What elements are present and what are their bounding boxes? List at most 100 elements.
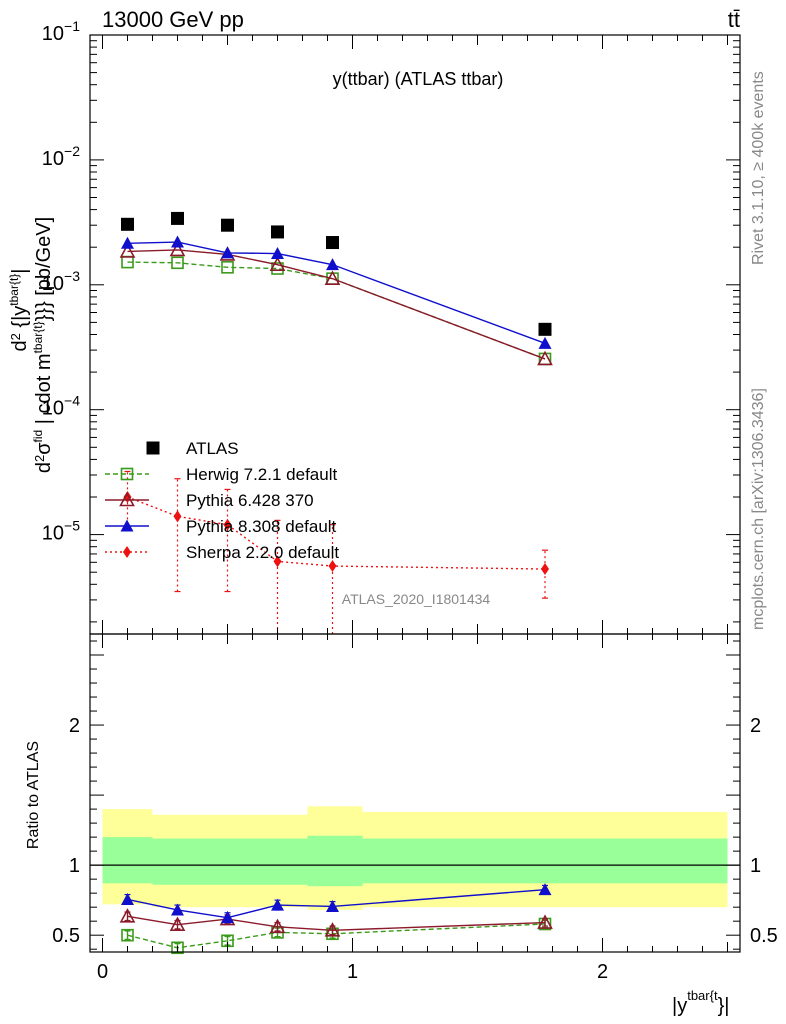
data-point: [121, 928, 134, 942]
ratio-series-pythia-6-428-370: [119, 908, 553, 937]
data-point: [121, 217, 134, 231]
rivet-version-label: Rivet 3.1.10, ≥ 400k events: [750, 71, 767, 265]
svg-text:|ytbar{t}|: |ytbar{t}|: [672, 988, 729, 1017]
legend-item-atlas: ATLAS: [146, 439, 239, 458]
series-sherpa-2-2-0-default: [123, 470, 549, 634]
data-point: [537, 350, 553, 366]
series-line-sherpa-2-2-0-default: [127, 496, 546, 570]
data-point: [538, 336, 552, 349]
y-tick-label: 10−1: [42, 18, 80, 45]
y-tick-label: 10−5: [42, 518, 80, 545]
data-point: [171, 256, 184, 270]
uncertainty-band-inner: [152, 838, 253, 885]
x-axis-title: |ytbar{t}|: [672, 988, 729, 1017]
uncertainty-band-inner: [307, 835, 363, 887]
series-pythia-8-308-default: [121, 235, 552, 349]
legend: ATLAS Herwig 7.2.1 default Pythia 6.428 37…: [105, 439, 339, 562]
y-tick-label: 2: [69, 715, 80, 737]
legend-label: Pythia 8.308 default: [186, 517, 337, 536]
ratio-line-pythia-6-428-370: [127, 915, 546, 931]
y-axis-title-denominator: d2 {|ytbar{t}|: [7, 268, 31, 351]
legend-marker: [120, 519, 134, 532]
y-tick-label-right: 2: [750, 715, 761, 737]
uncertainty-band-inner: [252, 838, 308, 885]
ratio-panel: 0.5 0.5 1 1 2 2 0 1 2 Ratio to ATLAS |ytbar{t}|: [25, 633, 778, 1017]
legend-marker: [123, 546, 131, 558]
legend-item-sherpa-2-2-0-default: Sherpa 2.2.0 default: [105, 543, 339, 562]
ratio-series-pythia-8-308-default: [121, 883, 552, 924]
ratio-line-pythia-8-308-default: [127, 888, 546, 919]
ratio-panel-frame: [89, 633, 741, 953]
x-tick-label: 1: [347, 961, 358, 983]
data-point: [541, 563, 549, 576]
legend-label: Sherpa 2.2.0 default: [186, 543, 339, 562]
y-axis-title: d2σfid | cdot mtbar{t}}}} [pb/GeV]: [31, 217, 55, 473]
x-tick-label: 2: [597, 961, 608, 983]
data-point: [221, 911, 234, 924]
data-point: [537, 914, 553, 929]
legend-marker: [119, 491, 135, 507]
data-point: [171, 941, 184, 955]
data-point: [538, 322, 552, 336]
data-point: [326, 258, 339, 271]
y-tick-label: 10−2: [42, 143, 80, 170]
data-point: [271, 225, 284, 239]
ratio-axis-title: Ratio to ATLAS: [25, 741, 42, 849]
data-point: [171, 211, 184, 225]
y-tick-label: 10−3: [42, 268, 80, 295]
data-point: [324, 270, 341, 285]
main-panel: 10−1 10−2 10−3 10−4 10−5 y(ttbar) (ATLAS ttb…: [7, 18, 741, 635]
process-label: tt̄: [728, 7, 740, 32]
x-tick-label: 0: [97, 961, 108, 983]
series-pythia-6-428-370: [119, 241, 553, 366]
legend-label: Pythia 6.428 370: [186, 491, 314, 510]
data-point: [171, 235, 184, 248]
data-point: [328, 560, 337, 573]
series-herwig-7-2-1-default: [121, 255, 552, 366]
data-point: [223, 518, 232, 531]
series-line-pythia-8-308-default: [127, 241, 546, 344]
data-point: [121, 892, 134, 905]
ratio-line-herwig-7-2-1-default: [127, 923, 546, 949]
y-tick-label: 10−4: [42, 393, 80, 420]
legend-item-herwig-7-2-1-default: Herwig 7.2.1 default: [105, 465, 337, 484]
uncertainty-band-inner: [362, 838, 728, 884]
data-point: [273, 555, 282, 568]
legend-label: Herwig 7.2.1 default: [186, 465, 337, 484]
svg-text:d2 {|ytbar{t}|: d2 {|ytbar{t}|: [7, 268, 31, 351]
energy-label: 13000 GeV pp: [102, 7, 244, 32]
data-point: [171, 903, 184, 916]
data-point: [221, 246, 234, 259]
series-line-herwig-7-2-1-default: [127, 261, 546, 360]
data-point: [269, 918, 286, 934]
legend-marker: [146, 441, 160, 455]
legend-item-pythia-6-428-370: Pythia 6.428 370: [105, 491, 314, 510]
data-point: [324, 922, 341, 937]
legend-marker: [120, 467, 134, 481]
data-point: [173, 510, 182, 523]
y-tick-label: 0.5: [52, 925, 80, 947]
y-tick-label-right: 1: [750, 855, 761, 877]
data-point: [221, 261, 234, 274]
plot-title: y(ttbar) (ATLAS ttbar): [333, 69, 504, 89]
data-point: [326, 899, 339, 912]
series-atlas: [121, 211, 552, 336]
data-point: [169, 916, 186, 931]
data-point: [221, 218, 234, 232]
data-point: [326, 236, 339, 250]
data-point: [271, 898, 284, 911]
legend-item-pythia-8-308-default: Pythia 8.308 default: [105, 517, 337, 536]
data-point: [121, 236, 134, 249]
data-point: [119, 908, 136, 923]
series-line-pythia-6-428-370: [127, 249, 546, 360]
data-point: [538, 883, 552, 896]
y-tick-label-right: 0.5: [750, 925, 778, 947]
uncertainty-band-inner: [102, 837, 153, 884]
mcplots-label: mcplots.cern.ch [arXiv:1306.3436]: [750, 388, 767, 630]
svg-text:d2σfid | cdot mtbar{t}}}} [p: d2σfid | cdot mtbar{t}}}} [pb/GeV]: [31, 217, 55, 473]
data-point: [271, 247, 284, 260]
analysis-watermark: ATLAS_2020_I1801434: [342, 591, 491, 607]
data-point: [269, 256, 286, 271]
legend-label: ATLAS: [186, 439, 239, 458]
